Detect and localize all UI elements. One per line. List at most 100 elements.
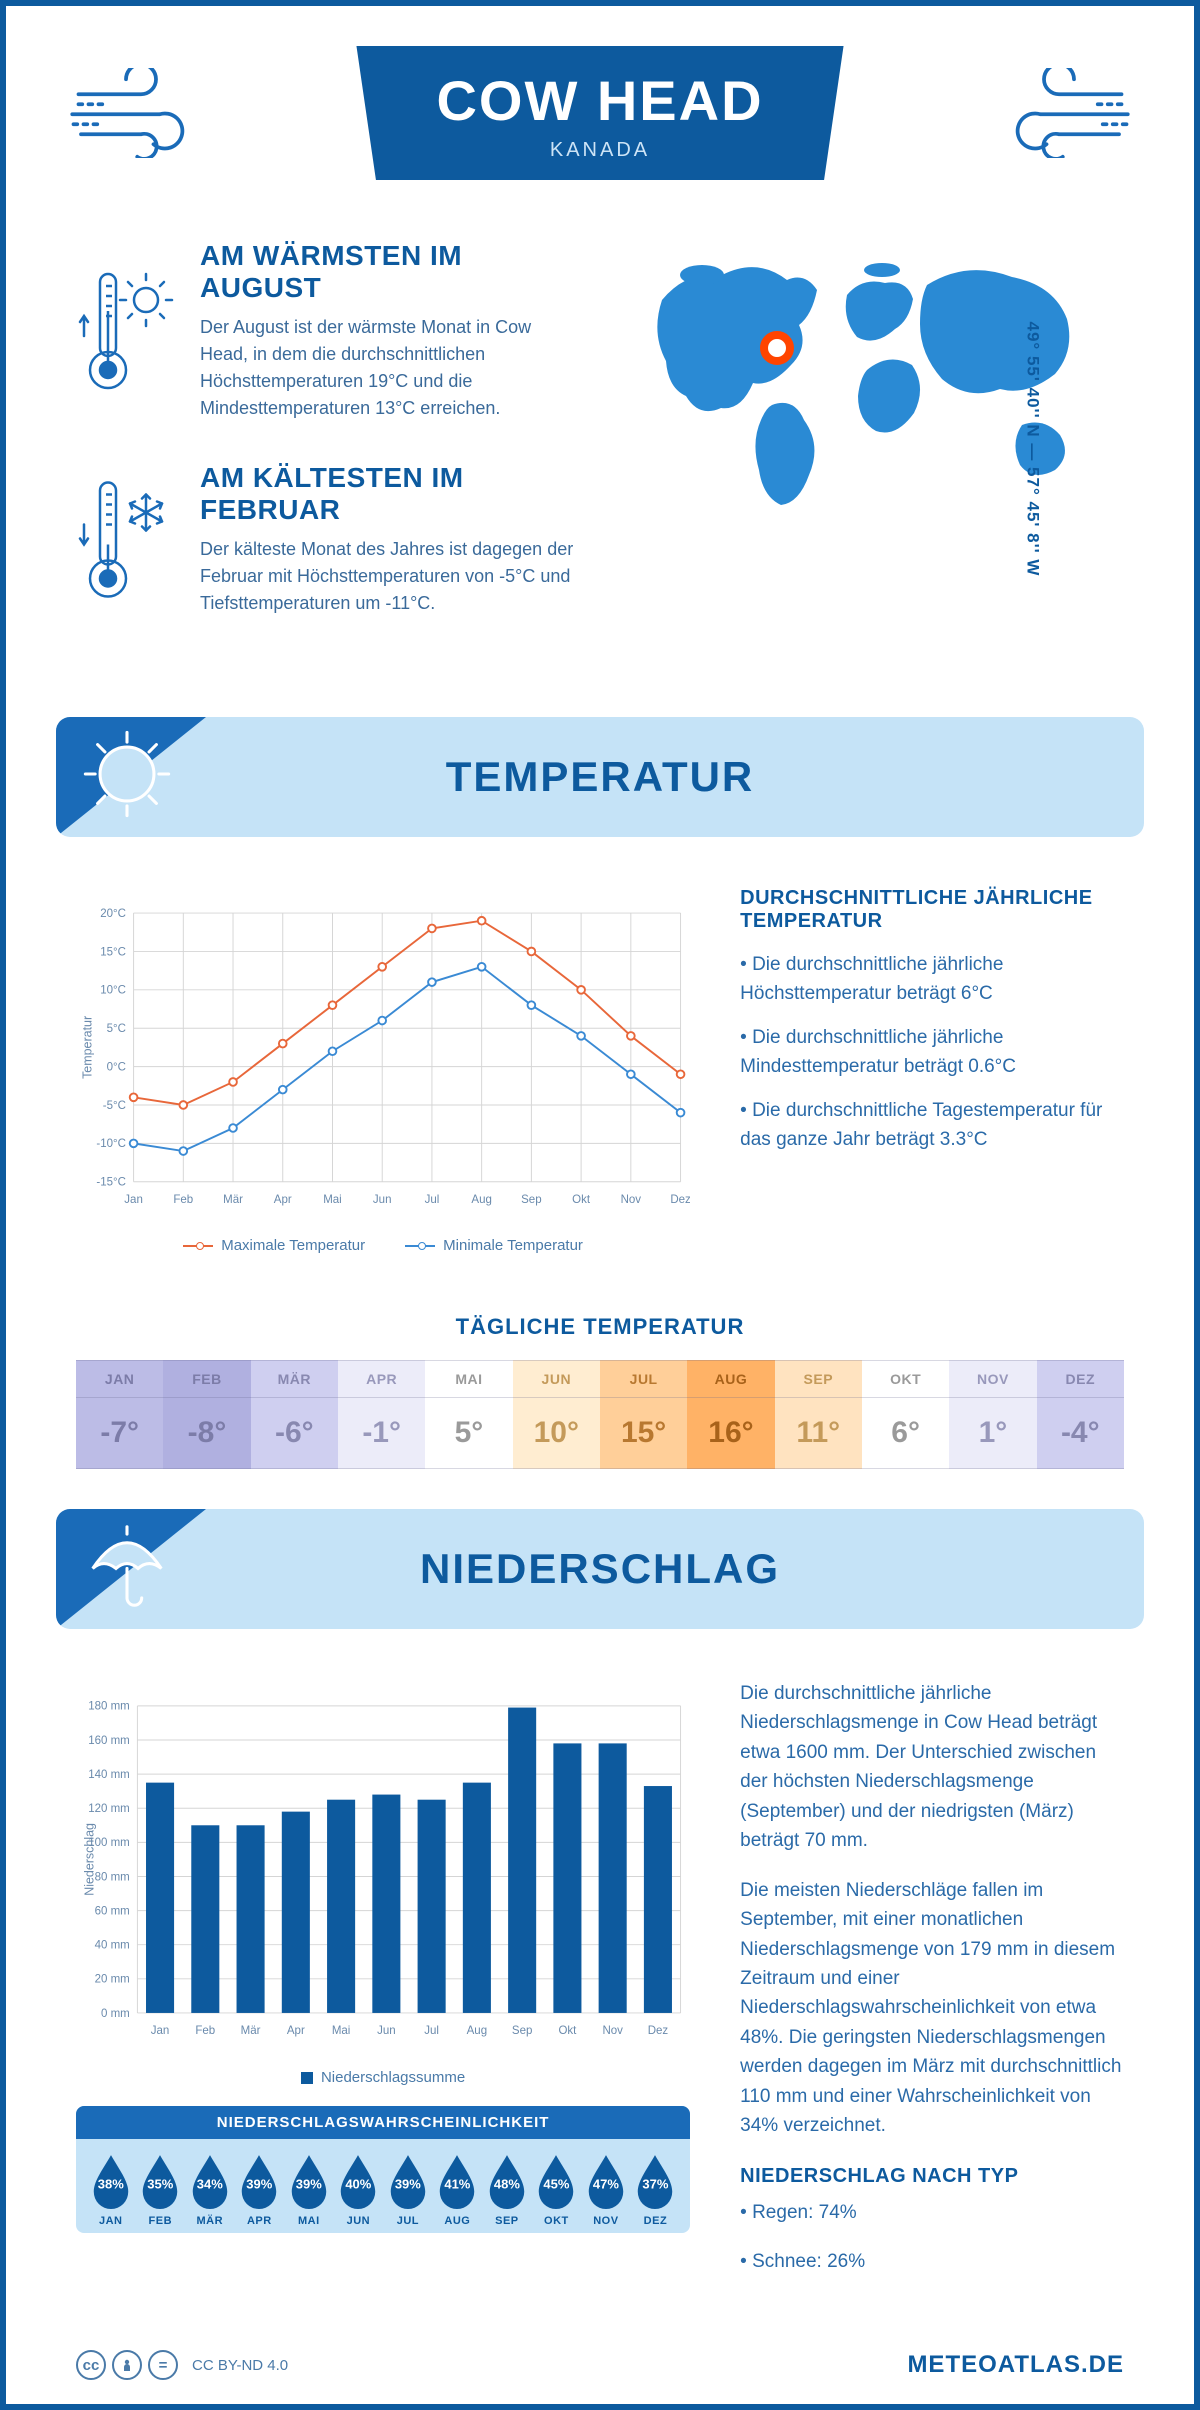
svg-text:5°C: 5°C [107, 1023, 126, 1035]
svg-text:Mär: Mär [223, 1194, 243, 1206]
thermometer-snow-icon [76, 462, 176, 617]
by-icon [112, 2350, 142, 2380]
fact-warm-text: Der August ist der wärmste Monat in Cow … [200, 314, 580, 422]
legend-min: Minimale Temperatur [405, 1237, 583, 1254]
legend-max: Maximale Temperatur [183, 1237, 365, 1254]
thermometer-sun-icon [76, 240, 176, 422]
svg-text:160 mm: 160 mm [88, 1735, 130, 1747]
svg-text:0°C: 0°C [107, 1061, 126, 1073]
svg-text:Niederschlag: Niederschlag [82, 1823, 96, 1896]
daily-temp-cell: SEP11° [775, 1360, 862, 1469]
svg-text:140 mm: 140 mm [88, 1769, 130, 1781]
svg-text:Jun: Jun [373, 1194, 392, 1206]
svg-text:Jul: Jul [425, 1194, 440, 1206]
site-name: METEOATLAS.DE [907, 2351, 1124, 2379]
daily-temp-cell: AUG16° [687, 1360, 774, 1469]
svg-text:Apr: Apr [287, 2025, 305, 2037]
precip-prob-cell: 38%JAN [86, 2153, 136, 2227]
daily-temp-cell: FEB-8° [163, 1360, 250, 1469]
svg-text:Sep: Sep [521, 1194, 541, 1206]
daily-temp-cell: NOV1° [949, 1360, 1036, 1469]
daily-temp-cell: MAI5° [425, 1360, 512, 1469]
fact-coldest: AM KÄLTESTEN IM FEBRUAR Der kälteste Mon… [76, 462, 580, 617]
precip-prob-cell: 39%APR [235, 2153, 285, 2227]
svg-text:Sep: Sep [512, 2025, 532, 2037]
precipitation-text: Die durchschnittliche jährliche Niedersc… [740, 1679, 1124, 2296]
svg-text:15°C: 15°C [100, 946, 126, 958]
section-title-temperature: TEMPERATUR [446, 753, 755, 801]
svg-text:180 mm: 180 mm [88, 1701, 130, 1713]
daily-temp-cell: APR-1° [338, 1360, 425, 1469]
sun-icon [78, 725, 176, 823]
svg-text:Jun: Jun [377, 2025, 396, 2037]
facts-row: AM WÄRMSTEN IM AUGUST Der August ist der… [6, 210, 1194, 697]
precip-prob-cell: 47%NOV [581, 2153, 631, 2227]
svg-text:80 mm: 80 mm [95, 1871, 130, 1883]
precip-prob-cell: 45%OKT [532, 2153, 582, 2227]
svg-text:Jan: Jan [151, 2025, 170, 2037]
precip-prob-cell: 35%FEB [136, 2153, 186, 2227]
svg-text:Mär: Mär [241, 2025, 261, 2037]
svg-text:120 mm: 120 mm [88, 1803, 130, 1815]
svg-text:Feb: Feb [195, 2025, 215, 2037]
svg-text:Feb: Feb [173, 1194, 193, 1206]
precip-prob-cell: 40%JUN [334, 2153, 384, 2227]
license-badge: cc = CC BY-ND 4.0 [76, 2350, 288, 2380]
umbrella-icon [78, 1517, 176, 1615]
precip-prob-cell: 48%SEP [482, 2153, 532, 2227]
coords-label: 49° 55' 40'' N — 57° 45' 8'' W [1023, 321, 1043, 576]
wind-icon [66, 68, 216, 158]
fact-cold-title: AM KÄLTESTEN IM FEBRUAR [200, 462, 580, 526]
precip-prob-cell: 34%MÄR [185, 2153, 235, 2227]
precipitation-chart: 0 mm20 mm40 mm60 mm80 mm100 mm120 mm140 … [76, 1679, 690, 2296]
daily-temp-cell: MÄR-6° [251, 1360, 338, 1469]
svg-text:Okt: Okt [572, 1194, 591, 1206]
svg-text:Okt: Okt [558, 2025, 577, 2037]
page-subtitle: KANADA [436, 139, 763, 162]
daily-temp-cell: JUN10° [513, 1360, 600, 1469]
daily-temp-title: TÄGLICHE TEMPERATUR [6, 1314, 1194, 1340]
svg-text:20°C: 20°C [100, 908, 126, 920]
svg-text:Temperatur: Temperatur [80, 1016, 94, 1079]
svg-text:Mai: Mai [323, 1194, 342, 1206]
fact-cold-text: Der kälteste Monat des Jahres ist dagege… [200, 536, 580, 617]
nd-icon: = [148, 2350, 178, 2380]
section-banner-temperature: TEMPERATUR [56, 717, 1144, 837]
precip-prob-cell: 41%AUG [433, 2153, 483, 2227]
daily-temp-table: JAN-7°FEB-8°MÄR-6°APR-1°MAI5°JUN10°JUL15… [76, 1360, 1124, 1469]
precip-prob-cell: 37%DEZ [631, 2153, 681, 2227]
wind-icon [984, 68, 1134, 158]
precip-probability-box: NIEDERSCHLAGSWAHRSCHEINLICHKEIT 38%JAN35… [76, 2106, 690, 2233]
svg-text:Apr: Apr [274, 1194, 292, 1206]
world-map-icon [620, 240, 1124, 520]
svg-text:40 mm: 40 mm [95, 1940, 130, 1952]
svg-text:-15°C: -15°C [96, 1177, 126, 1189]
title-banner: COW HEAD KANADA [356, 46, 843, 180]
legend-precip: Niederschlagssumme [301, 2069, 465, 2086]
page-title: COW HEAD [436, 68, 763, 133]
section-title-precipitation: NIEDERSCHLAG [420, 1545, 780, 1593]
svg-text:Nov: Nov [621, 1194, 642, 1206]
svg-text:20 mm: 20 mm [95, 1974, 130, 1986]
temperature-facts: DURCHSCHNITTLICHE JÄHRLICHE TEMPERATUR •… [740, 887, 1124, 1254]
footer: cc = CC BY-ND 4.0 METEOATLAS.DE [6, 2326, 1194, 2404]
temperature-chart: -15°C-10°C-5°C0°C5°C10°C15°C20°CJanFebMä… [76, 887, 690, 1254]
svg-text:Jul: Jul [424, 2025, 439, 2037]
svg-text:60 mm: 60 mm [95, 1905, 130, 1917]
svg-text:Aug: Aug [467, 2025, 487, 2037]
svg-text:Nov: Nov [602, 2025, 623, 2037]
precip-prob-cell: 39%JUL [383, 2153, 433, 2227]
daily-temp-cell: JAN-7° [76, 1360, 163, 1469]
svg-text:-5°C: -5°C [103, 1100, 126, 1112]
daily-temp-cell: OKT6° [862, 1360, 949, 1469]
precip-prob-cell: 39%MAI [284, 2153, 334, 2227]
svg-text:Mai: Mai [332, 2025, 351, 2037]
svg-text:0 mm: 0 mm [101, 2008, 130, 2020]
svg-text:-10°C: -10°C [96, 1138, 126, 1150]
svg-text:Jan: Jan [124, 1194, 143, 1206]
header: COW HEAD KANADA [6, 6, 1194, 210]
fact-warmest: AM WÄRMSTEN IM AUGUST Der August ist der… [76, 240, 580, 422]
daily-temp-cell: JUL15° [600, 1360, 687, 1469]
svg-text:Dez: Dez [648, 2025, 669, 2037]
svg-text:Aug: Aug [471, 1194, 491, 1206]
